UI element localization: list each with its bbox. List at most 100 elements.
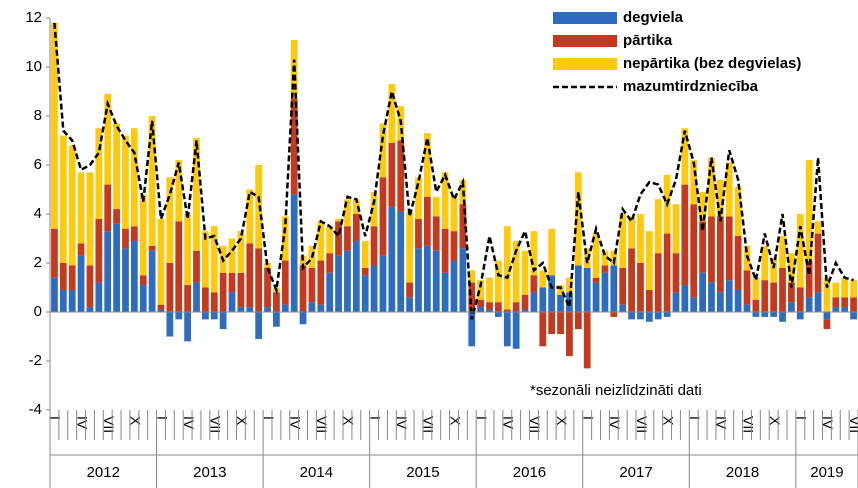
- bar: [486, 277, 493, 303]
- x-tick-label: X: [447, 416, 463, 426]
- bar: [743, 304, 751, 312]
- y-tick-label: 8: [34, 107, 42, 124]
- bar: [743, 270, 751, 305]
- bar: [841, 307, 849, 312]
- bar: [273, 312, 280, 327]
- bar: [441, 172, 449, 229]
- bar: [237, 307, 245, 312]
- bar: [59, 135, 67, 263]
- bar: [406, 211, 413, 283]
- bar: [548, 275, 556, 312]
- bar: [264, 267, 271, 308]
- x-tick-label: X: [234, 416, 250, 426]
- bar: [663, 233, 671, 312]
- bar: [246, 189, 254, 244]
- bar: [95, 128, 103, 219]
- bar: [672, 292, 680, 312]
- bar: [477, 280, 485, 300]
- bar: [352, 199, 360, 214]
- bar: [308, 267, 316, 303]
- bar: [317, 221, 325, 261]
- bar: [441, 228, 449, 273]
- bar: [708, 157, 715, 217]
- bar: [290, 194, 298, 312]
- bar: [397, 140, 405, 212]
- bar: [290, 98, 298, 195]
- bar: [495, 312, 502, 317]
- bar: [468, 312, 476, 347]
- x-tick-label: IV: [714, 416, 730, 430]
- bar: [796, 287, 804, 312]
- bar: [823, 312, 831, 320]
- bar: [77, 255, 85, 312]
- legend-label: pārtika: [623, 32, 673, 49]
- x-tick-label: X: [660, 416, 676, 426]
- bar: [752, 277, 760, 300]
- bar: [415, 248, 422, 312]
- bar: [512, 312, 520, 349]
- bar: [406, 282, 413, 298]
- bar: [512, 302, 520, 312]
- bar: [530, 231, 538, 276]
- bar: [335, 218, 342, 222]
- bar: [610, 265, 618, 312]
- bar: [184, 312, 192, 342]
- x-tick-label: I: [794, 416, 810, 420]
- bar: [193, 250, 200, 283]
- bar: [850, 312, 857, 320]
- bar: [228, 292, 236, 312]
- bar: [113, 123, 120, 210]
- bar: [406, 297, 413, 312]
- bar: [583, 312, 591, 369]
- bar: [157, 309, 165, 312]
- bar: [86, 307, 94, 312]
- bar: [681, 184, 689, 286]
- bar: [148, 250, 156, 312]
- bar: [432, 196, 440, 217]
- bar: [601, 272, 609, 312]
- bar: [770, 258, 778, 283]
- bar: [699, 191, 706, 222]
- bar: [672, 204, 680, 254]
- bar: [725, 162, 733, 217]
- bar: [335, 221, 342, 256]
- bar: [681, 128, 689, 185]
- x-tick-label: VII: [314, 416, 330, 433]
- bar: [344, 199, 351, 227]
- bar: [86, 172, 94, 266]
- year-label: 2014: [300, 464, 333, 481]
- bar: [654, 199, 662, 254]
- bar: [379, 255, 387, 312]
- bar: [459, 204, 467, 249]
- bar: [530, 292, 538, 312]
- bar: [566, 312, 573, 357]
- bar: [841, 297, 849, 308]
- bar: [423, 245, 431, 312]
- x-tick-label: VII: [634, 416, 650, 433]
- x-tick-label: IV: [287, 416, 303, 430]
- bar: [184, 285, 192, 312]
- bar: [628, 216, 635, 249]
- bar: [548, 312, 556, 335]
- bar: [601, 250, 609, 266]
- bar: [637, 263, 644, 312]
- bar: [841, 277, 849, 298]
- bar: [219, 312, 227, 330]
- x-tick-label: I: [580, 416, 596, 420]
- bar: [255, 312, 263, 339]
- bar: [326, 272, 334, 312]
- bar: [752, 299, 760, 312]
- bar: [273, 292, 280, 312]
- bar: [752, 312, 760, 317]
- bar: [379, 123, 387, 178]
- x-tick-label: IV: [74, 416, 90, 430]
- x-tick-label: I: [154, 416, 170, 420]
- bar: [548, 228, 556, 276]
- bar: [77, 243, 85, 256]
- bar: [716, 216, 724, 293]
- x-tick-label: IV: [820, 416, 836, 430]
- bar: [796, 312, 804, 320]
- bar: [246, 243, 254, 308]
- bar: [512, 240, 520, 303]
- bar: [193, 282, 200, 312]
